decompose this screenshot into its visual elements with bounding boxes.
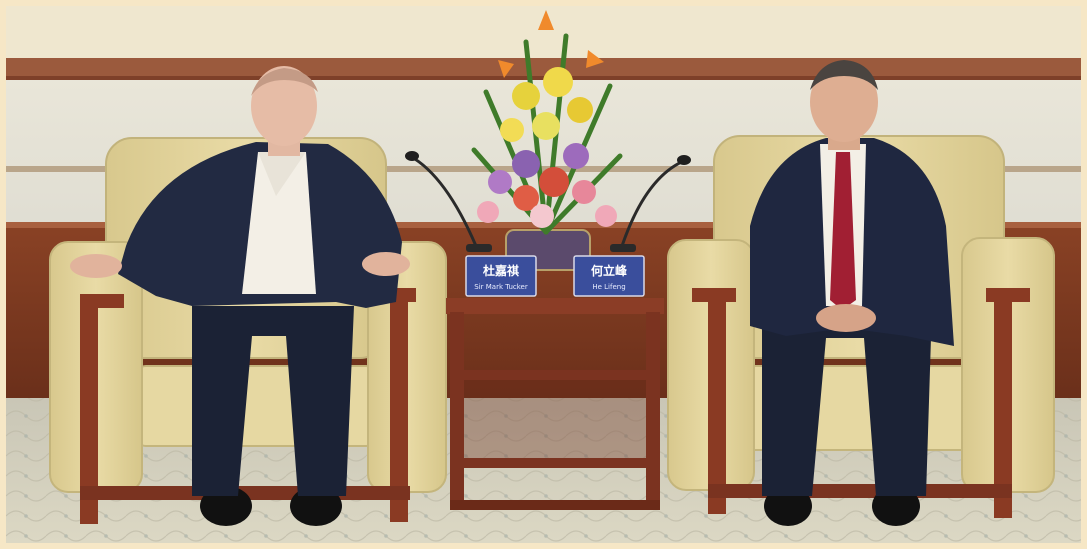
flower-arrangement bbox=[471, 10, 623, 271]
placard-left-english-name: Sir Mark Tucker bbox=[474, 283, 528, 291]
side-table bbox=[446, 298, 664, 510]
placard-right-english-name: He Lifeng bbox=[592, 283, 625, 291]
photo-frame: 杜嘉祺 Sir Mark Tucker 何立峰 He Lifeng bbox=[6, 6, 1081, 543]
wall-band bbox=[6, 58, 1081, 76]
microphone-head-left bbox=[405, 151, 419, 161]
placard-left-chinese-name: 杜嘉祺 bbox=[483, 263, 519, 278]
microphone-head-right bbox=[677, 155, 691, 165]
placard-right-chinese-name: 何立峰 bbox=[591, 263, 628, 278]
meeting-photo: 杜嘉祺 Sir Mark Tucker 何立峰 He Lifeng bbox=[6, 6, 1081, 543]
left-person bbox=[70, 66, 410, 526]
placard-left: 杜嘉祺 Sir Mark Tucker bbox=[465, 255, 537, 297]
placard-right: 何立峰 He Lifeng bbox=[573, 255, 645, 297]
right-person bbox=[750, 60, 954, 526]
upper-wall bbox=[6, 6, 1081, 58]
wall-rail bbox=[6, 166, 1081, 172]
microphones bbox=[409, 154, 687, 247]
